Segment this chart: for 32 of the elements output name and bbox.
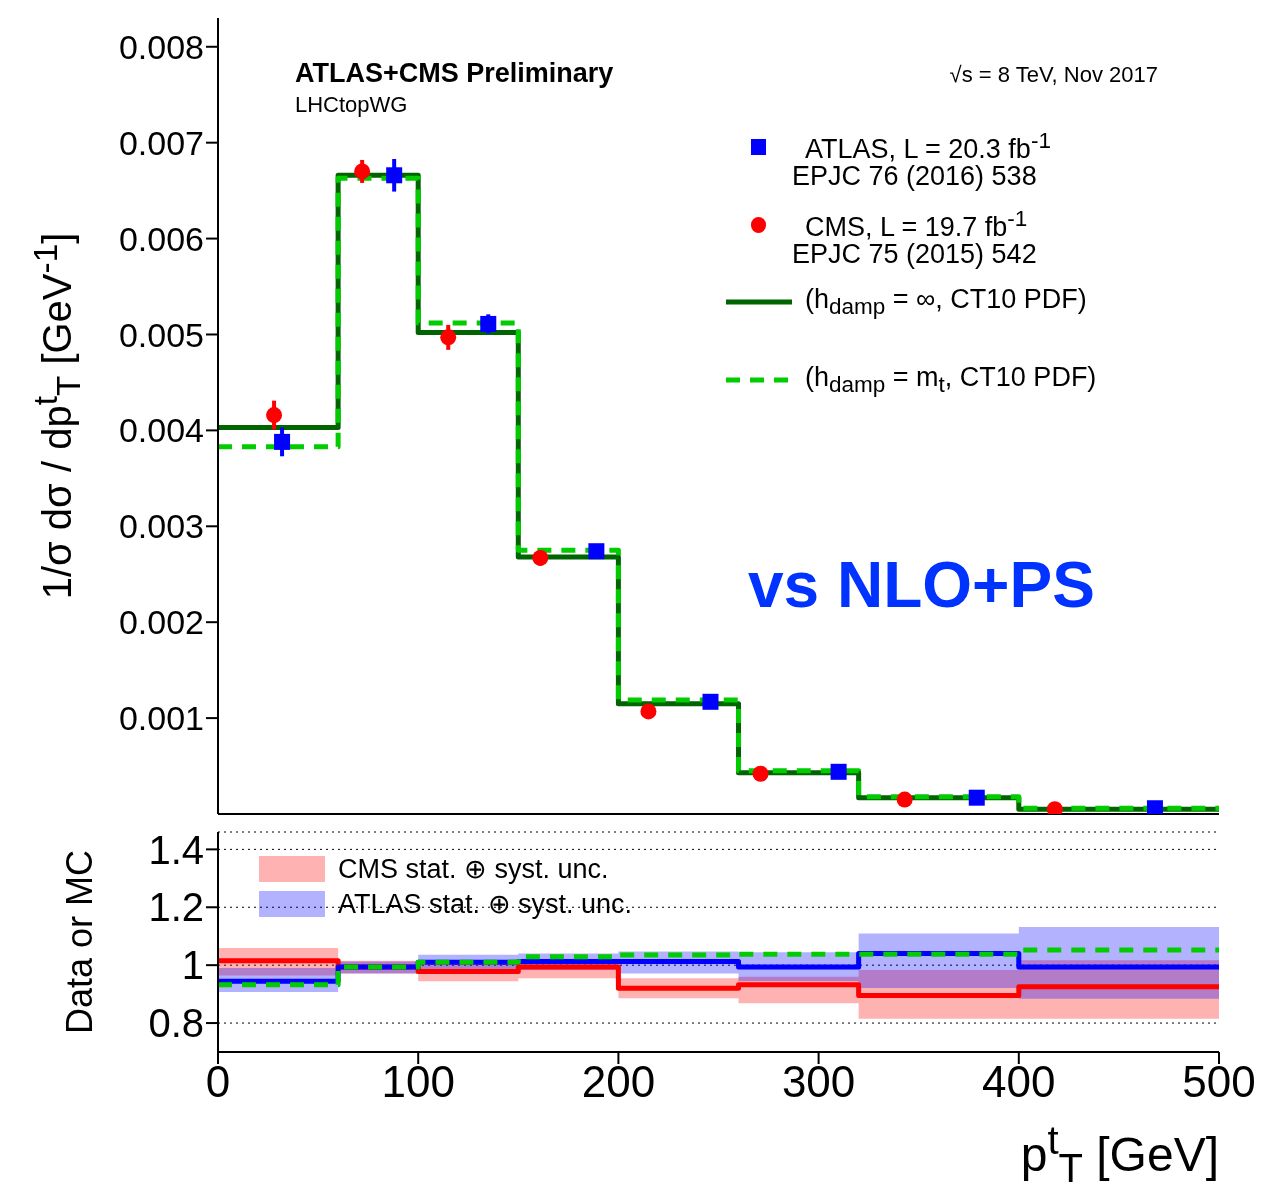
- legend-label: (h$_{damp}$ = m$_{t}$, CT10 PDF): [805, 362, 1097, 398]
- x-axis-title: p$^{t}$$_{T}$ [GeV]: [1020, 1118, 1219, 1190]
- x-tick-label: 400: [982, 1057, 1056, 1107]
- y-tick-label: 0.005: [118, 315, 204, 354]
- y-tick-label: 1.2: [148, 885, 204, 930]
- legend-label: CMS, L = 19.7 fb$^{-1}$: [805, 206, 1028, 242]
- legend-label: ATLAS, L = 20.3 fb$^{-1}$: [805, 128, 1051, 164]
- y-tick-label: 0.004: [118, 411, 204, 450]
- y-tick-label: 0.003: [118, 507, 204, 546]
- x-tick-label: 300: [781, 1057, 856, 1107]
- legend-label: CMS stat. ⊕ syst. unc.: [338, 854, 609, 884]
- x-tick-label: 0: [205, 1057, 231, 1107]
- legend-label: ATLAS stat. ⊕ syst. unc.: [338, 889, 633, 919]
- y-tick-label: 1.4: [148, 827, 204, 872]
- text: ATLAS+CMS Preliminary: [295, 58, 614, 88]
- y-tick-label: 0.008: [118, 27, 204, 66]
- y-tick-label: 0.002: [118, 603, 204, 642]
- annotation: √s = 8 TeV, Nov 2017: [949, 62, 1158, 87]
- annotation: EPJC 75 (2015) 542: [792, 239, 1037, 269]
- x-tick-label: 500: [1182, 1057, 1256, 1107]
- y-tick-label: 0.8: [148, 1001, 204, 1046]
- annotation: vs NLO+PS: [748, 549, 1095, 621]
- y-tick-label: 1: [181, 943, 204, 988]
- x-tick-label: 200: [581, 1057, 656, 1107]
- y-tick-label: 0.006: [118, 219, 204, 258]
- x-tick-label: 100: [381, 1057, 455, 1107]
- y-tick-label: 0.001: [118, 699, 204, 738]
- annotation: LHCtopWG: [295, 92, 408, 117]
- y-axis-title: Data or MC: [59, 849, 100, 1035]
- annotation: EPJC 76 (2016) 538: [792, 161, 1037, 191]
- legend-label: (h$_{damp}$ = ∞, CT10 PDF): [805, 284, 1087, 320]
- y-tick-label: 0.007: [118, 123, 204, 162]
